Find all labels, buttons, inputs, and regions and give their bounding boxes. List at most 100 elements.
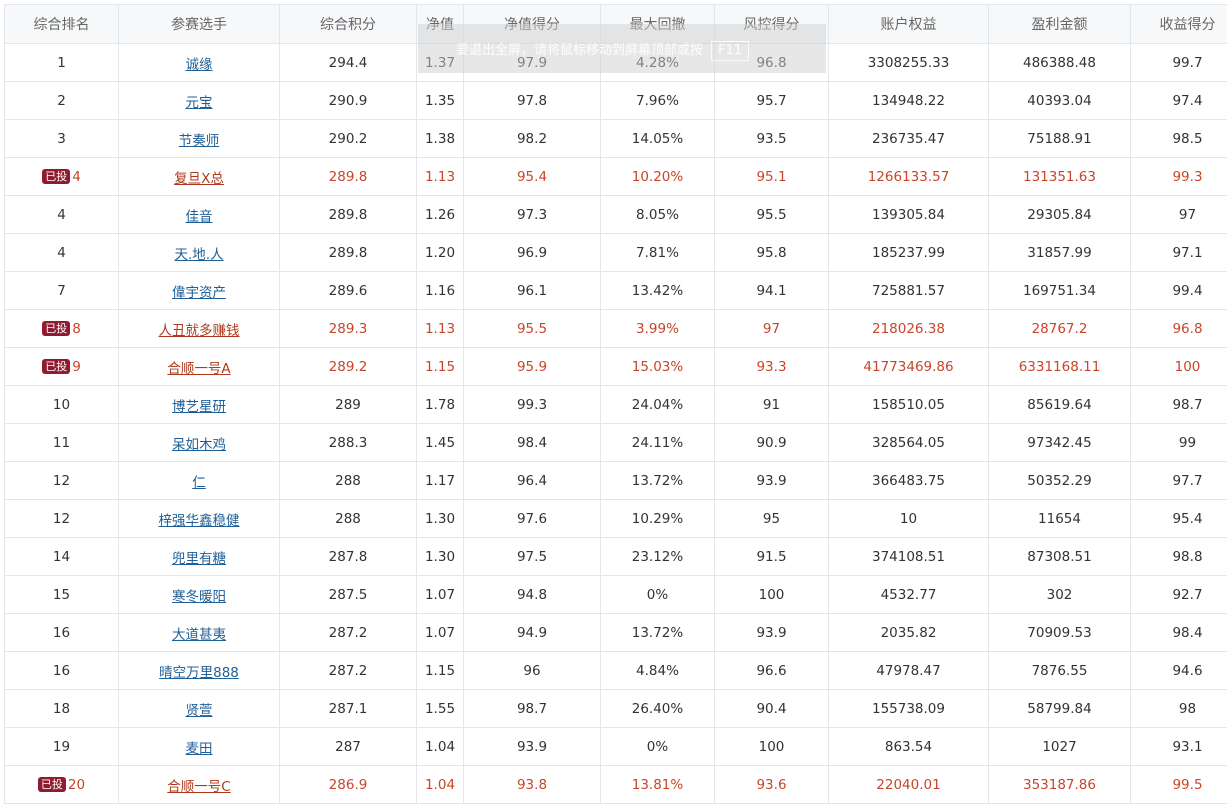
cell-max-drawdown: 13.42%: [600, 271, 715, 310]
rank-value: 10: [52, 396, 71, 413]
rank-value: 14: [52, 548, 71, 565]
col-header-player[interactable]: 参赛选手: [118, 4, 280, 44]
cell-profit: 50352.29: [988, 461, 1131, 500]
cell-score: 289.8: [279, 195, 417, 234]
cell-rank: 已投 4: [4, 157, 119, 196]
cell-nav: 1.38: [416, 119, 464, 158]
cell-rank: 12: [4, 461, 119, 500]
cell-player: 贤萱: [118, 689, 280, 728]
table-row: 12 仁 288 1.17 96.4 13.72% 93.9 366483.75 50352.2…: [4, 461, 1227, 500]
player-link[interactable]: 节奏师: [178, 132, 220, 149]
player-link[interactable]: 博艺星研: [172, 398, 226, 415]
cell-risk-score: 95: [714, 499, 829, 538]
player-link[interactable]: 贤萱: [185, 702, 213, 719]
player-link[interactable]: 合顺一号A: [167, 360, 231, 377]
cell-rank: 4: [4, 195, 119, 234]
cell-rank: 16: [4, 613, 119, 652]
cell-profit: 40393.04: [988, 81, 1131, 120]
cell-max-drawdown: 13.72%: [600, 613, 715, 652]
cell-return-score: 98: [1130, 689, 1227, 728]
player-link[interactable]: 偉宇资产: [172, 284, 226, 301]
table-body: 1诚缘294.41.3797.94.28%96.83308255.3348638…: [4, 43, 1227, 804]
cell-max-drawdown: 24.04%: [600, 385, 715, 424]
cell-score: 289.8: [279, 157, 417, 196]
cell-profit: 70909.53: [988, 613, 1131, 652]
cell-return-score: 98.8: [1130, 537, 1227, 576]
cell-profit: 28767.2: [988, 309, 1131, 348]
player-link[interactable]: 天.地.人: [174, 246, 224, 263]
cell-score: 289.8: [279, 233, 417, 272]
rank-value: 16: [52, 662, 71, 679]
cell-risk-score: 95.8: [714, 233, 829, 272]
player-link[interactable]: 佳音: [185, 208, 213, 225]
cell-max-drawdown: 7.96%: [600, 81, 715, 120]
cell-nav-score: 96.4: [463, 461, 601, 500]
cell-risk-score: 91.5: [714, 537, 829, 576]
rank-value: 12: [52, 510, 71, 527]
cell-return-score: 97.7: [1130, 461, 1227, 500]
player-link[interactable]: 麦田: [185, 740, 213, 757]
cell-return-score: 94.6: [1130, 651, 1227, 690]
table-row: 3 节奏师 290.2 1.38 98.2 14.05% 93.5 236735.47 7518…: [4, 119, 1227, 158]
cell-nav-score: 97.3: [463, 195, 601, 234]
cell-return-score: 100: [1130, 347, 1227, 386]
cell-max-drawdown: 0%: [600, 575, 715, 614]
player-link[interactable]: 元宝: [185, 94, 213, 111]
cell-max-drawdown: 24.11%: [600, 423, 715, 462]
rank-value: 7: [57, 282, 66, 299]
cell-equity: 374108.51: [828, 537, 989, 576]
cell-player: 仁: [118, 461, 280, 500]
player-link[interactable]: 兜里有糖: [172, 550, 226, 567]
cell-nav-score: 97.5: [463, 537, 601, 576]
col-header-score[interactable]: 综合积分: [279, 4, 417, 44]
cell-rank: 已投 20: [4, 765, 119, 804]
cell-profit: 7876.55: [988, 651, 1131, 690]
player-link[interactable]: 诚缘: [185, 56, 213, 73]
cell-max-drawdown: 13.81%: [600, 765, 715, 804]
cell-player: 大道甚夷: [118, 613, 280, 652]
cell-return-score: 93.1: [1130, 727, 1227, 766]
rank-value: 9: [72, 358, 81, 375]
cell-max-drawdown: 10.29%: [600, 499, 715, 538]
cell-rank: 3: [4, 119, 119, 158]
cell-rank: 已投 8: [4, 309, 119, 348]
cell-rank: 4: [4, 233, 119, 272]
col-header-rank[interactable]: 综合排名: [4, 4, 119, 44]
player-link[interactable]: 复旦X总: [174, 170, 224, 187]
col-header-equity[interactable]: 账户权益: [828, 4, 989, 44]
player-link[interactable]: 大道甚夷: [172, 626, 226, 643]
cell-nav: 1.17: [416, 461, 464, 500]
player-link[interactable]: 梓强华鑫稳健: [158, 512, 240, 529]
cell-nav: 1.30: [416, 499, 464, 538]
player-link[interactable]: 呆如木鸡: [172, 436, 226, 453]
cell-player: 合顺一号A: [118, 347, 280, 386]
cell-player: 偉宇资产: [118, 271, 280, 310]
player-link[interactable]: 合顺一号C: [167, 778, 231, 795]
player-link[interactable]: 晴空万里888: [159, 664, 239, 681]
col-header-return-score[interactable]: 收益得分: [1130, 4, 1227, 44]
cell-player: 兜里有糖: [118, 537, 280, 576]
cell-equity: 218026.38: [828, 309, 989, 348]
cell-nav-score: 96: [463, 651, 601, 690]
cell-risk-score: 100: [714, 575, 829, 614]
cell-score: 287.5: [279, 575, 417, 614]
col-header-profit[interactable]: 盈利金额: [988, 4, 1131, 44]
player-link[interactable]: 人丑就多赚钱: [158, 322, 240, 339]
cell-nav-score: 98.7: [463, 689, 601, 728]
cell-nav: 1.16: [416, 271, 464, 310]
cell-nav: 1.04: [416, 727, 464, 766]
cell-equity: 134948.22: [828, 81, 989, 120]
player-link[interactable]: 仁: [192, 474, 206, 491]
cell-nav-score: 98.2: [463, 119, 601, 158]
cell-nav: 1.35: [416, 81, 464, 120]
player-link[interactable]: 寒冬暖阳: [172, 588, 226, 605]
cell-nav-score: 93.9: [463, 727, 601, 766]
cell-nav-score: 95.4: [463, 157, 601, 196]
cell-player: 节奏师: [118, 119, 280, 158]
cell-player: 博艺星研: [118, 385, 280, 424]
table-row: 10 博艺星研 289 1.78 99.3 24.04% 91 158510.05 85619.…: [4, 385, 1227, 424]
cell-profit: 6331168.11: [988, 347, 1131, 386]
cell-return-score: 99.5: [1130, 765, 1227, 804]
cell-risk-score: 95.5: [714, 195, 829, 234]
cell-rank: 1: [4, 43, 119, 82]
